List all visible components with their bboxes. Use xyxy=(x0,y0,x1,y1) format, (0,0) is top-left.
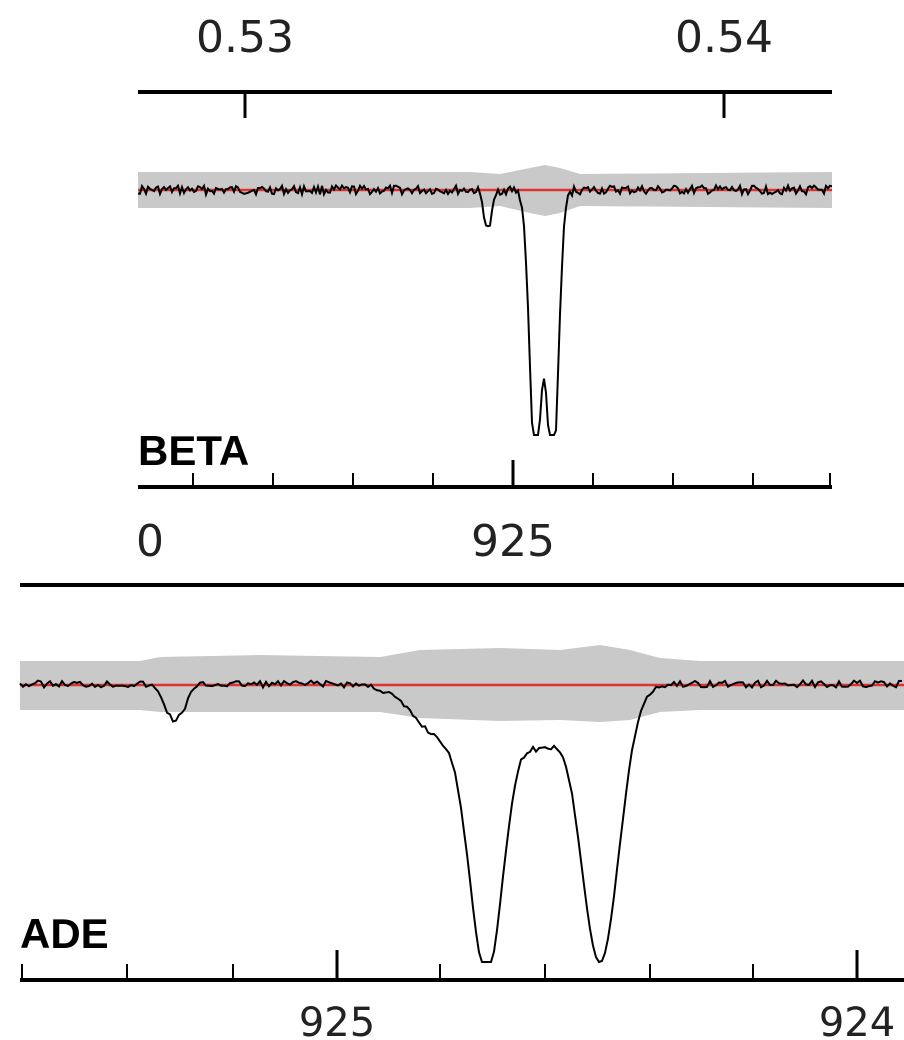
top-axis-tick-label: 0.54 xyxy=(675,12,773,63)
bottom-axis-minor-ticks-ade xyxy=(21,964,754,980)
flux-series-beta xyxy=(137,182,833,436)
bottom-axis-minor-ticks-beta xyxy=(192,473,831,487)
error-band-ade xyxy=(20,645,904,722)
bottom-axis-tick-label: 925 xyxy=(471,516,555,567)
panel-label-beta: BETA xyxy=(138,427,249,474)
bottom-axis-tick-label: 0 xyxy=(136,516,164,567)
panel-ade: ADE 925 924 xyxy=(19,583,904,1040)
bottom-axis-tick-label: 925 xyxy=(299,1000,375,1040)
bottom-axis-tick-label: 924 xyxy=(819,1000,895,1040)
panel-beta: 0.53 0.54 BETA 0 925 xyxy=(136,12,833,567)
panel-label-ade: ADE xyxy=(20,910,109,957)
flux-series-ade xyxy=(19,678,903,964)
top-axis-tick-label: 0.53 xyxy=(196,12,294,63)
